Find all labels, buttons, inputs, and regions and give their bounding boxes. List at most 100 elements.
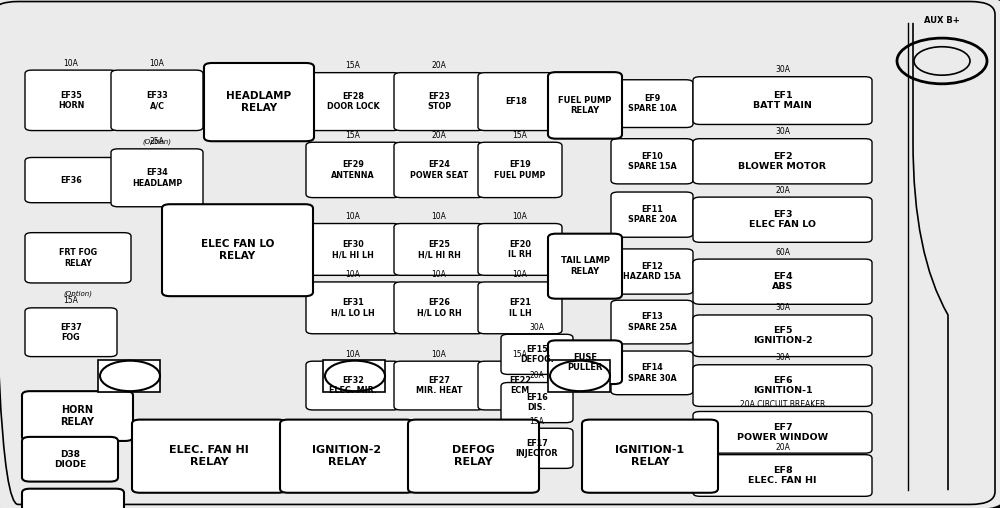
FancyBboxPatch shape [25, 233, 131, 283]
Text: 15A: 15A [513, 131, 527, 140]
FancyBboxPatch shape [693, 259, 872, 304]
Bar [323, 360, 385, 392]
FancyBboxPatch shape [306, 282, 400, 334]
Text: EF9
SPARE 10A: EF9 SPARE 10A [628, 94, 676, 113]
FancyBboxPatch shape [693, 139, 872, 184]
Text: 15A: 15A [346, 61, 360, 70]
Text: EF10
SPARE 15A: EF10 SPARE 15A [628, 151, 676, 171]
Text: EF3
ELEC FAN LO: EF3 ELEC FAN LO [749, 210, 816, 230]
Text: 20A: 20A [775, 443, 790, 452]
Text: EF14
SPARE 30A: EF14 SPARE 30A [628, 363, 676, 383]
FancyBboxPatch shape [394, 224, 484, 275]
Text: A/C COMP.: A/C COMP. [47, 507, 99, 508]
Text: EF30
H/L HI LH: EF30 H/L HI LH [332, 240, 374, 259]
Text: EF12
HAZARD 15A: EF12 HAZARD 15A [623, 262, 681, 281]
FancyBboxPatch shape [280, 420, 414, 493]
FancyBboxPatch shape [25, 70, 117, 131]
Text: EF17
INJECTOR: EF17 INJECTOR [516, 438, 558, 458]
FancyBboxPatch shape [693, 411, 872, 453]
Text: EF25
H/L HI RH: EF25 H/L HI RH [418, 240, 460, 259]
FancyBboxPatch shape [582, 420, 718, 493]
Text: FUSE
PULLER: FUSE PULLER [567, 353, 603, 372]
Text: EF8
ELEC. FAN HI: EF8 ELEC. FAN HI [748, 466, 817, 485]
Text: EF34
HEADLAMP: EF34 HEADLAMP [132, 168, 182, 187]
FancyBboxPatch shape [306, 73, 400, 131]
Text: EF19
FUEL PUMP: EF19 FUEL PUMP [494, 160, 546, 180]
Text: 10A: 10A [513, 212, 527, 221]
Text: EF29
ANTENNA: EF29 ANTENNA [331, 160, 375, 180]
Text: 10A: 10A [513, 270, 527, 279]
Text: EF20
IL RH: EF20 IL RH [508, 240, 532, 259]
FancyBboxPatch shape [501, 334, 573, 374]
Text: 20A: 20A [432, 131, 446, 140]
Bar [548, 360, 610, 392]
FancyBboxPatch shape [204, 63, 314, 141]
FancyBboxPatch shape [611, 192, 693, 237]
Text: TAIL LAMP
RELAY: TAIL LAMP RELAY [561, 257, 610, 276]
FancyBboxPatch shape [478, 282, 562, 334]
Text: EF24
POWER SEAT: EF24 POWER SEAT [410, 160, 468, 180]
Text: EF33
A/C: EF33 A/C [146, 90, 168, 110]
Bar [98, 360, 160, 392]
Text: EF37
FOG: EF37 FOG [60, 323, 82, 342]
Text: DEFOG
RELAY: DEFOG RELAY [452, 446, 495, 467]
FancyBboxPatch shape [611, 300, 693, 344]
Text: 10A: 10A [346, 212, 360, 221]
Text: EF5
IGNITION-2: EF5 IGNITION-2 [753, 326, 812, 345]
FancyBboxPatch shape [693, 315, 872, 357]
FancyBboxPatch shape [693, 197, 872, 242]
FancyBboxPatch shape [548, 72, 622, 139]
Text: EF32
ELEC. MIR.: EF32 ELEC. MIR. [329, 376, 377, 395]
Text: EF28
DOOR LOCK: EF28 DOOR LOCK [327, 92, 379, 111]
Text: EF31
H/L LO LH: EF31 H/L LO LH [331, 298, 375, 318]
Text: EF27
MIR. HEAT: EF27 MIR. HEAT [416, 376, 462, 395]
Text: 20A CIRCUIT BREAKER: 20A CIRCUIT BREAKER [740, 400, 825, 409]
FancyBboxPatch shape [548, 234, 622, 299]
FancyBboxPatch shape [501, 383, 573, 423]
FancyBboxPatch shape [25, 308, 117, 357]
FancyBboxPatch shape [306, 224, 400, 275]
Text: EF18: EF18 [506, 97, 527, 106]
Text: ELEC FAN LO
RELAY: ELEC FAN LO RELAY [201, 239, 274, 261]
FancyBboxPatch shape [394, 361, 484, 410]
Text: 25A: 25A [150, 137, 164, 146]
Text: IGNITION-1
RELAY: IGNITION-1 RELAY [615, 446, 685, 467]
FancyBboxPatch shape [611, 351, 693, 395]
Text: EF4
ABS: EF4 ABS [772, 272, 793, 292]
Text: EF22
ECM: EF22 ECM [509, 376, 531, 395]
Text: EF1
BATT MAIN: EF1 BATT MAIN [753, 91, 812, 110]
Text: HORN
RELAY: HORN RELAY [60, 405, 94, 427]
FancyBboxPatch shape [111, 70, 203, 131]
Text: 10A: 10A [150, 58, 164, 68]
Text: 10A: 10A [432, 350, 446, 359]
Text: AUX B+: AUX B+ [924, 16, 960, 25]
FancyBboxPatch shape [611, 139, 693, 184]
Text: 10A: 10A [64, 58, 78, 68]
FancyBboxPatch shape [478, 224, 562, 275]
FancyBboxPatch shape [548, 340, 622, 384]
Text: (Option): (Option) [64, 291, 92, 297]
Text: 30A: 30A [775, 303, 790, 312]
FancyBboxPatch shape [501, 428, 573, 468]
Text: ELEC. FAN HI
RELAY: ELEC. FAN HI RELAY [169, 446, 249, 467]
Text: HEADLAMP
RELAY: HEADLAMP RELAY [226, 91, 292, 113]
Text: FRT FOG
RELAY: FRT FOG RELAY [59, 248, 97, 268]
FancyBboxPatch shape [478, 361, 562, 410]
Text: 15A: 15A [346, 131, 360, 140]
Text: 15A: 15A [530, 417, 544, 426]
Text: 20A: 20A [775, 185, 790, 195]
Text: 20A: 20A [432, 61, 446, 70]
FancyBboxPatch shape [693, 365, 872, 406]
FancyBboxPatch shape [394, 73, 484, 131]
Text: EF23
STOP: EF23 STOP [427, 92, 451, 111]
Text: 15A: 15A [64, 296, 78, 305]
FancyBboxPatch shape [394, 142, 484, 198]
Text: 30A: 30A [775, 127, 790, 136]
Text: 30A: 30A [775, 353, 790, 362]
FancyBboxPatch shape [111, 149, 203, 207]
FancyBboxPatch shape [693, 77, 872, 124]
FancyBboxPatch shape [162, 204, 313, 296]
Text: EF13
SPARE 25A: EF13 SPARE 25A [628, 312, 676, 332]
FancyBboxPatch shape [394, 282, 484, 334]
Text: 10A: 10A [432, 270, 446, 279]
